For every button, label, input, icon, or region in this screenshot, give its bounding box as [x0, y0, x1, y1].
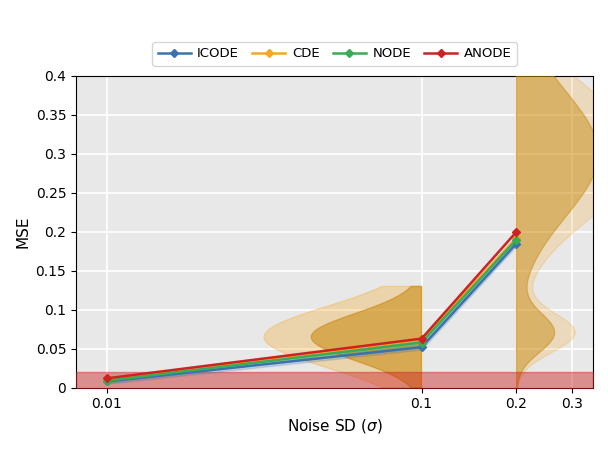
ICODE — [103, 379, 110, 384]
Line: NODE: NODE — [103, 237, 520, 384]
Line: ICODE: ICODE — [103, 240, 520, 385]
Line: ANODE: ANODE — [103, 229, 520, 382]
Y-axis label: MSE: MSE — [15, 216, 30, 248]
NODE — [103, 378, 110, 383]
ANODE — [103, 376, 110, 381]
ANODE — [418, 336, 425, 341]
Legend: ICODE, CDE, NODE, ANODE: ICODE, CDE, NODE, ANODE — [153, 42, 517, 66]
NODE — [513, 237, 520, 243]
Line: CDE: CDE — [103, 235, 520, 383]
Polygon shape — [311, 286, 421, 388]
CDE — [103, 377, 110, 382]
Polygon shape — [516, 76, 608, 388]
ICODE — [418, 345, 425, 350]
CDE — [418, 337, 425, 342]
ICODE — [513, 241, 520, 246]
Polygon shape — [264, 286, 421, 388]
ANODE — [513, 229, 520, 234]
Polygon shape — [516, 76, 598, 388]
NODE — [418, 340, 425, 345]
CDE — [513, 235, 520, 241]
X-axis label: Noise SD ($\sigma$): Noise SD ($\sigma$) — [287, 417, 382, 435]
